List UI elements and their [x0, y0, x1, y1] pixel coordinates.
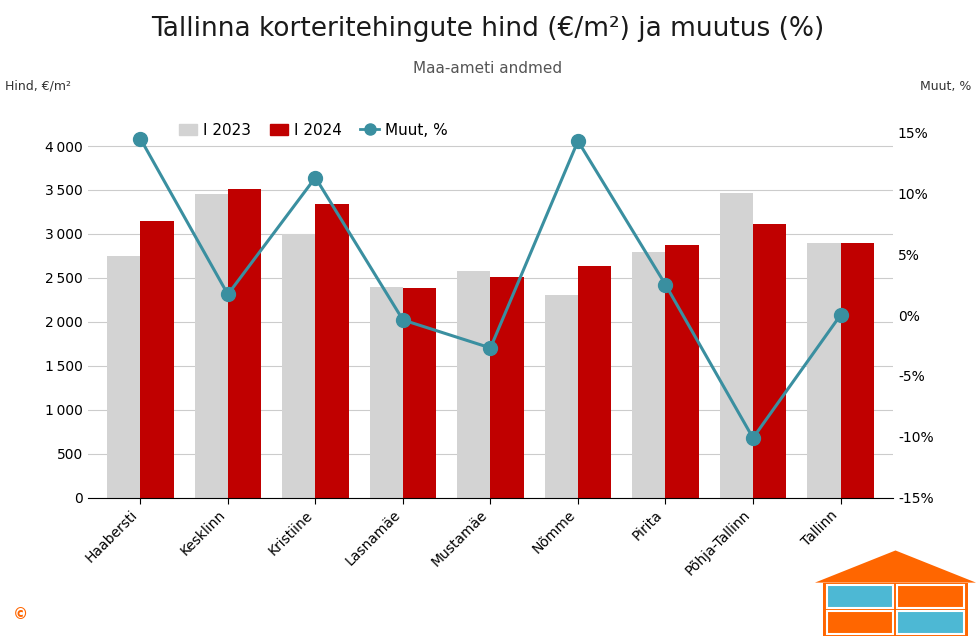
Bar: [666, 246, 699, 498]
Text: Tõnu Toompark, ADAUR.EE: Tõnu Toompark, ADAUR.EE: [45, 607, 222, 621]
Bar: [753, 225, 787, 498]
Bar: [827, 585, 893, 608]
Bar: [898, 585, 964, 608]
Bar: [282, 234, 315, 498]
Bar: [370, 286, 403, 498]
Bar: [840, 242, 874, 498]
Polygon shape: [815, 551, 976, 582]
Bar: [315, 204, 348, 498]
Bar: [457, 271, 491, 498]
Bar: [823, 582, 968, 636]
Bar: [107, 256, 141, 498]
Bar: [578, 267, 611, 498]
Bar: [719, 193, 753, 498]
Bar: [491, 277, 524, 498]
Bar: [632, 251, 666, 498]
Legend: I 2023, I 2024, Muut, %: I 2023, I 2024, Muut, %: [176, 119, 451, 141]
Bar: [194, 195, 227, 498]
Bar: [141, 221, 174, 498]
Bar: [898, 611, 964, 634]
Bar: [807, 242, 840, 498]
Bar: [227, 189, 262, 498]
Text: ©: ©: [13, 607, 28, 621]
Text: Tallinna korteritehingute hind (€/m²) ja muutus (%): Tallinna korteritehingute hind (€/m²) ja…: [151, 16, 825, 42]
Text: Muut, %: Muut, %: [919, 80, 971, 93]
Bar: [403, 288, 436, 498]
Text: Maa-ameti andmed: Maa-ameti andmed: [414, 61, 562, 76]
Circle shape: [6, 597, 35, 632]
Bar: [827, 611, 893, 634]
Text: Hind, €/m²: Hind, €/m²: [5, 80, 71, 93]
Bar: [545, 295, 578, 498]
